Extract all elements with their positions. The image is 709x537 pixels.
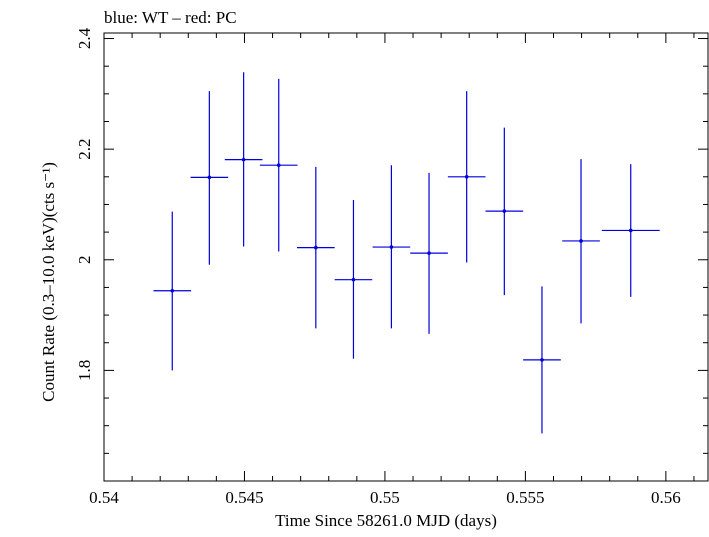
x-axis: 0.54 0.545 0.55 0.555 0.56 — [89, 33, 695, 507]
series-layer — [153, 72, 660, 434]
data-marker — [351, 277, 356, 282]
y-tick-label: 1.8 — [75, 360, 94, 381]
data-point — [224, 72, 263, 247]
data-point — [601, 164, 660, 297]
data-marker — [502, 209, 507, 213]
x-axis-label: Time Since 58261.0 MJD (days) — [275, 511, 497, 530]
data-point — [259, 78, 298, 252]
data-point — [447, 91, 486, 263]
data-marker — [628, 228, 633, 233]
x-tick-label: 0.54 — [89, 488, 119, 507]
data-marker — [276, 163, 281, 167]
plot-frame — [103, 32, 709, 482]
chart-title: blue: WT – red: PC — [104, 8, 237, 27]
y-axis-label: Count Rate (0.3–10.0 keV)(cts s⁻¹) — [39, 162, 58, 402]
data-marker — [170, 288, 175, 293]
x-tick-label: 0.545 — [225, 488, 263, 507]
plot-border — [103, 32, 709, 482]
data-marker — [464, 175, 469, 179]
x-tick-label: 0.555 — [506, 488, 544, 507]
data-point — [190, 91, 229, 265]
data-point — [562, 159, 600, 324]
y-tick-label: 2 — [75, 256, 94, 265]
data-marker — [241, 157, 246, 162]
data-point — [523, 286, 561, 434]
x-tick-label: 0.55 — [370, 488, 400, 507]
data-marker — [207, 175, 212, 180]
data-point — [372, 165, 411, 329]
data-point — [334, 200, 373, 359]
y-tick-label: 2.4 — [75, 27, 94, 49]
data-marker — [540, 358, 544, 362]
data-point — [296, 166, 335, 329]
data-marker — [389, 245, 394, 249]
data-marker — [314, 245, 318, 250]
data-marker — [427, 251, 431, 255]
x-tick-label: 0.56 — [651, 488, 681, 507]
y-tick-label: 2.2 — [75, 139, 94, 160]
data-marker — [579, 239, 583, 243]
data-point — [410, 172, 448, 334]
y-axis: 1.8 2 2.2 2.4 — [75, 27, 708, 482]
data-point — [153, 211, 192, 371]
data-point — [485, 127, 524, 296]
